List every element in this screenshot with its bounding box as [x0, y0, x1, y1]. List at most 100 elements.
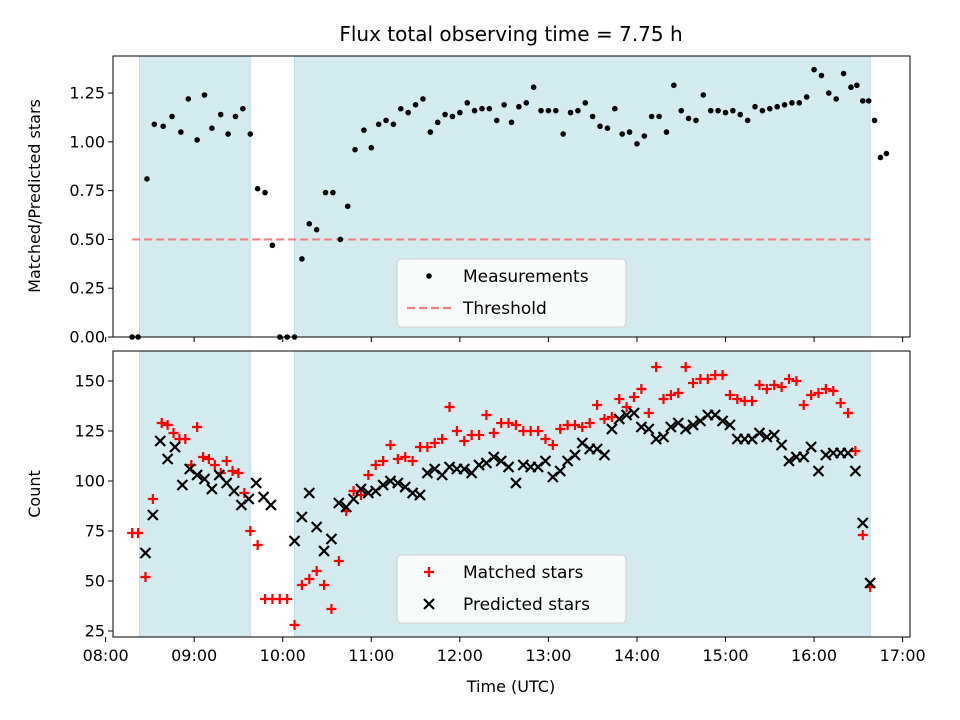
ratio-point-0-75 [693, 117, 699, 124]
ratio-point-0-86 [774, 103, 780, 110]
count-point-1-52 [539, 455, 552, 467]
ratio-point-0-31 [368, 144, 375, 151]
count-y-tick-label-5: 150 [74, 372, 105, 391]
ratio-point-0-96 [848, 84, 854, 91]
ratio-point-0-80 [730, 107, 736, 114]
ratio-point-0-54 [538, 107, 544, 114]
count-point-0-48 [459, 436, 470, 446]
count-point-1-69 [665, 421, 677, 433]
count-point-0-11 [198, 452, 209, 462]
ratio-point-0-37 [412, 101, 419, 108]
ratio-point-0-64 [612, 105, 618, 112]
count-point-0-54 [503, 418, 514, 428]
ratio-point-0-61 [589, 113, 596, 120]
count-point-0-50 [474, 430, 485, 440]
count-point-0-25 [289, 620, 300, 630]
ratio-point-0-12 [225, 131, 231, 137]
count-axes-frame [112, 350, 911, 638]
count-point-1-48 [510, 477, 522, 489]
count-legend: Matched stars Predicted stars [396, 554, 627, 624]
ratio-point-0-60 [582, 100, 589, 106]
ratio-point-0-13 [232, 113, 239, 120]
ratio-point-0-2 [144, 176, 150, 182]
count-panel: 25 50 75 100 125 150 08:00 09:00 10:00 11:00 12:00… [74, 350, 926, 665]
count-point-0-63 [569, 420, 580, 430]
count-point-0-2 [140, 572, 151, 582]
count-point-0-16 [227, 466, 238, 476]
count-point-1-84 [775, 439, 788, 451]
count-point-1-71 [679, 423, 692, 435]
count-point-1-89 [812, 465, 825, 477]
ratio-point-0-40 [434, 119, 441, 126]
count-point-0-19 [245, 526, 256, 536]
ratio-point-0-100 [871, 117, 878, 124]
count-point-0-69 [614, 394, 625, 404]
count-series-0 [127, 362, 876, 630]
count-point-0-66 [592, 400, 603, 410]
count-point-0-92 [783, 374, 794, 384]
count-point-0-93 [791, 376, 802, 386]
ratio-point-0-56 [552, 107, 559, 114]
count-point-0-17 [233, 468, 244, 478]
ratio-point-0-4 [160, 123, 166, 130]
ratio-point-0-95 [840, 70, 847, 77]
count-point-1-20 [303, 487, 316, 499]
count-point-0-97 [820, 384, 831, 394]
ratio-point-0-71 [663, 129, 670, 135]
count-point-0-31 [333, 556, 344, 566]
ratio-point-0-50 [508, 119, 515, 126]
count-point-0-67 [599, 414, 610, 424]
count-y-axis-label: Count [25, 470, 44, 518]
ratio-point-0-18 [269, 242, 276, 249]
count-point-1-5 [176, 479, 189, 491]
ratio-point-0-92 [818, 72, 825, 79]
ratio-point-0-70 [656, 113, 662, 120]
count-y-tick-label-1: 50 [85, 572, 105, 591]
ratio-point-0-59 [575, 107, 581, 114]
count-x-tick-label-7: 15:00 [702, 646, 748, 665]
count-point-0-24 [282, 594, 293, 604]
ratio-point-0-73 [678, 107, 685, 114]
count-point-0-18 [239, 488, 250, 498]
count-point-0-41 [407, 456, 418, 466]
count-point-0-37 [378, 456, 389, 466]
ratio-point-0-39 [427, 129, 434, 135]
count-point-0-1 [133, 528, 144, 538]
ratio-point-0-90 [803, 94, 810, 100]
count-point-0-76 [665, 390, 676, 400]
count-legend-key-0 [424, 567, 434, 577]
count-point-0-4 [156, 418, 167, 428]
count-point-1-81 [753, 427, 766, 439]
count-point-0-39 [392, 454, 403, 464]
count-point-1-64 [628, 407, 640, 419]
count-point-1-2 [154, 435, 167, 447]
ratio-point-0-93 [826, 90, 832, 96]
count-point-0-40 [400, 452, 411, 462]
count-point-0-29 [319, 580, 330, 590]
count-point-0-102 [857, 530, 868, 540]
ratio-point-0-8 [194, 137, 200, 143]
ratio-point-0-7 [185, 96, 192, 102]
count-point-0-36 [370, 460, 381, 470]
count-x-tick-label-9: 17:00 [880, 646, 926, 665]
count-point-1-26 [347, 493, 360, 505]
count-point-0-45 [437, 434, 448, 444]
count-point-1-23 [325, 533, 338, 545]
count-point-0-101 [850, 446, 861, 456]
count-point-1-8 [198, 473, 211, 485]
ratio-point-0-78 [715, 107, 721, 114]
count-point-0-60 [547, 440, 558, 450]
count-point-0-28 [311, 566, 322, 576]
ratio-point-0-87 [781, 101, 788, 108]
ratio-point-0-35 [398, 105, 404, 112]
ratio-point-0-30 [361, 127, 367, 133]
count-point-1-60 [598, 449, 611, 461]
count-point-1-7 [191, 469, 203, 481]
ratio-point-0-38 [420, 96, 426, 102]
count-point-1-96 [864, 577, 876, 589]
count-point-1-14 [243, 493, 255, 505]
count-point-1-27 [355, 483, 367, 495]
ratio-point-0-67 [634, 141, 640, 147]
count-point-1-72 [687, 419, 699, 431]
ratio-point-0-82 [744, 117, 751, 124]
